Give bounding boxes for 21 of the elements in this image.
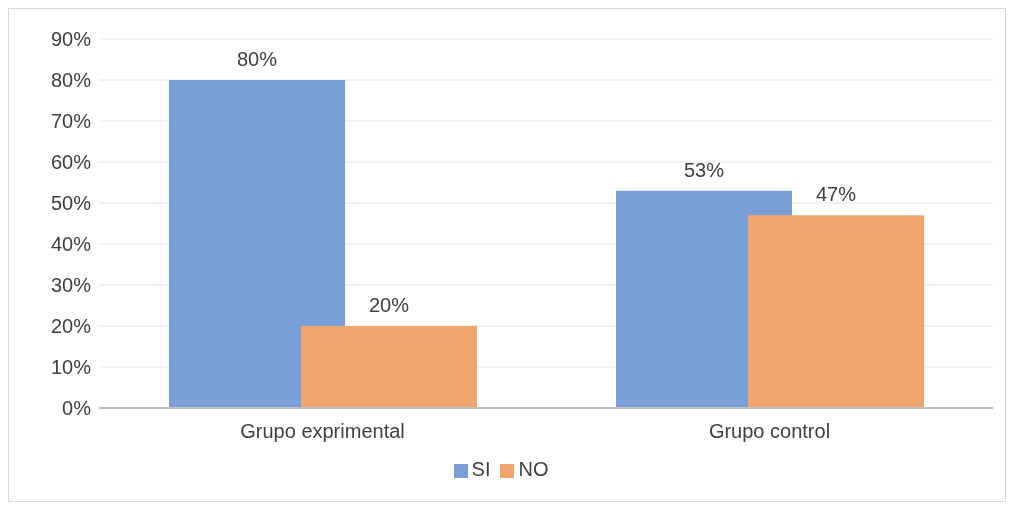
data-label: 20% [368, 294, 410, 316]
legend-label: NO [518, 458, 549, 480]
y-tick-label: 90% [50, 28, 92, 51]
y-tick-label: 10% [50, 356, 92, 379]
data-label: 47% [815, 183, 857, 206]
y-tick-label: 20% [50, 315, 92, 338]
data-label: 53% [683, 158, 725, 181]
x-tick-label: Grupo control [708, 420, 831, 443]
x-tick-label: Grupo exprimental [240, 420, 405, 443]
y-tick-label: 40% [50, 233, 92, 256]
y-tick-label: 60% [50, 151, 92, 174]
bar [301, 326, 477, 408]
y-tick-label: 50% [50, 192, 92, 215]
legend-label: SI [471, 458, 491, 480]
bar [169, 80, 345, 408]
y-tick-label: 80% [50, 69, 92, 92]
y-tick-label: 70% [50, 110, 92, 133]
bar [748, 215, 924, 408]
data-label: 80% [236, 48, 278, 70]
y-tick-label: 0% [62, 397, 92, 420]
y-tick-label: 30% [50, 274, 92, 297]
